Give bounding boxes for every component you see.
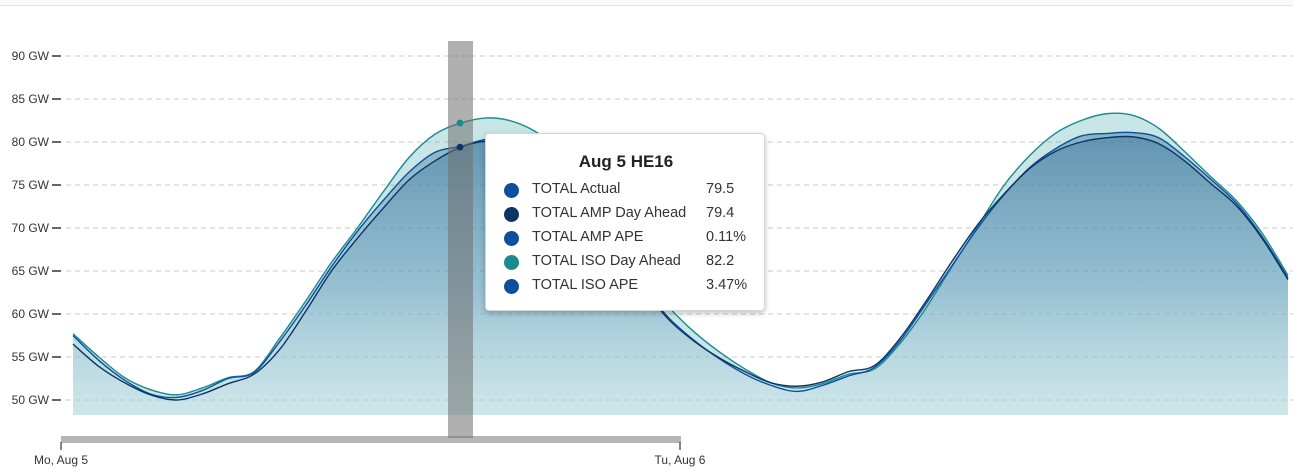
tooltip-row-label: TOTAL ISO APE — [532, 277, 639, 293]
series-line — [72, 112, 1289, 396]
tooltip-row-value: 79.4 — [706, 205, 735, 221]
top-border — [0, 0, 1293, 6]
tooltip-row-label: TOTAL AMP APE — [532, 229, 644, 245]
x-tick-label: Tu, Aug 6 — [655, 453, 706, 467]
y-tick-label: 55 GW — [12, 350, 50, 364]
y-tick-label: 80 GW — [12, 135, 50, 149]
series-line — [72, 131, 1289, 399]
tooltip-row-value: 82.2 — [706, 253, 735, 269]
hover-marker — [456, 119, 464, 127]
y-tick-label: 75 GW — [12, 178, 50, 192]
tooltip-row-value: 3.47% — [706, 277, 748, 293]
tooltip-title: Aug 5 HE16 — [578, 152, 674, 171]
tooltip-row-label: TOTAL AMP Day Ahead — [532, 205, 687, 221]
y-tick-label: 70 GW — [12, 221, 50, 235]
legend-dot-icon — [504, 183, 519, 198]
y-tick-label: 65 GW — [12, 264, 50, 278]
legend-dot-icon — [504, 231, 519, 246]
legend-dot-icon — [504, 255, 519, 270]
hover-marker — [456, 143, 464, 151]
tooltip-row-value: 79.5 — [706, 181, 735, 197]
tooltip-row-value: 0.11% — [706, 229, 747, 245]
hover-band — [448, 41, 473, 438]
y-tick-label: 90 GW — [12, 49, 50, 63]
series-line — [72, 135, 1289, 401]
tooltip-row-total-amp-day-ahead: TOTAL AMP Day Ahead 79.4 — [504, 205, 754, 225]
y-tick-label: 85 GW — [12, 92, 50, 106]
series-area — [73, 136, 1288, 415]
y-tick-label: 50 GW — [12, 393, 50, 407]
y-tick-label: 60 GW — [12, 307, 50, 321]
tooltip-row-total-iso-ape: TOTAL ISO APE 3.47% — [504, 277, 754, 297]
legend-dot-icon — [504, 279, 519, 294]
legend-dot-icon — [504, 207, 519, 222]
tooltip-row-label: TOTAL ISO Day Ahead — [532, 253, 681, 269]
tooltip-row-total-amp-ape: TOTAL AMP APE 0.11% — [504, 229, 754, 249]
x-axis-bar — [61, 436, 681, 443]
tooltip-row-total-iso-day-ahead: TOTAL ISO Day Ahead 82.2 — [504, 253, 754, 273]
tooltip-row-label: TOTAL Actual — [532, 181, 621, 197]
tooltip-row-total-actual: TOTAL Actual 79.5 — [504, 181, 754, 201]
tooltip: Aug 5 HE16 TOTAL Actual 79.5 TOTAL AMP D… — [485, 133, 765, 311]
x-tick-label: Mo, Aug 5 — [34, 453, 88, 467]
